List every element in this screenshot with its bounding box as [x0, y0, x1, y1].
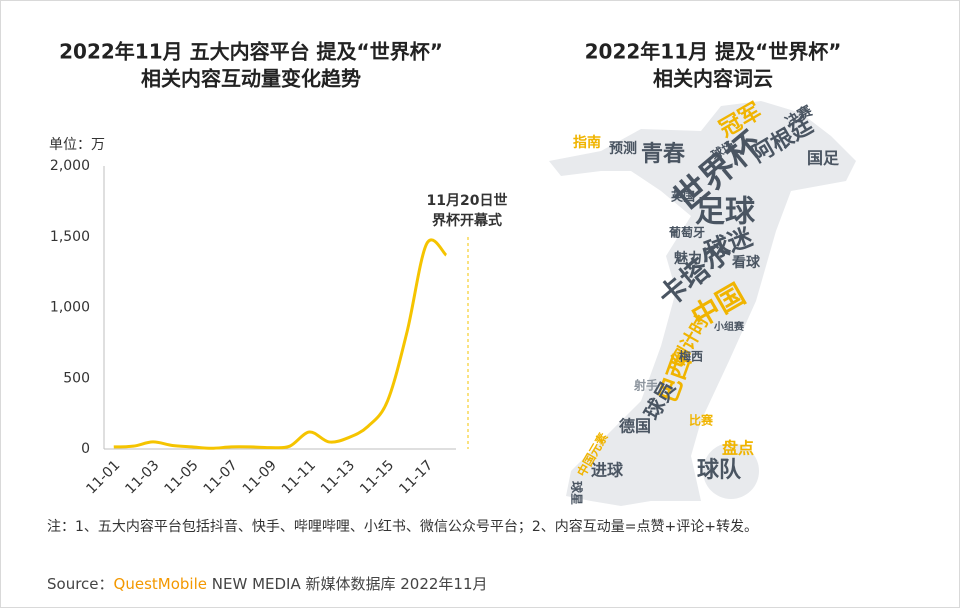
word: 球星 [570, 481, 585, 505]
word: 射手 [633, 378, 658, 393]
annotation: 11月20日世 [427, 192, 508, 209]
ball [703, 443, 759, 499]
word: 看球 [731, 254, 761, 271]
x-tick-label: 11-17 [396, 457, 436, 497]
word: 德国 [619, 417, 651, 436]
note: 注：1、五大内容平台包括抖音、快手、哔哩哔哩、小红书、微信公众号平台；2、内容互… [47, 519, 759, 535]
chart-title: 2022年11月 五大内容平台 提及“世界杯” [59, 40, 443, 64]
y-tick-label: 500 [63, 370, 90, 386]
x-tick-label: 11-11 [279, 457, 319, 497]
y-tick-label: 0 [81, 441, 90, 457]
word: 盘点 [722, 439, 754, 458]
unit-label: 单位：万 [49, 137, 105, 153]
word: 葡萄牙 [668, 225, 705, 240]
chart-title: 2022年11月 提及“世界杯” [585, 40, 842, 64]
x-tick-label: 11-09 [240, 457, 280, 497]
word: 比赛 [689, 413, 714, 428]
chart-title: 相关内容互动量变化趋势 [141, 67, 361, 91]
x-tick-label: 11-05 [162, 457, 202, 497]
x-tick-label: 11-15 [357, 457, 397, 497]
y-tick-label: 1,000 [50, 300, 90, 316]
word: 青春 [641, 142, 685, 167]
x-tick-label: 11-01 [83, 457, 123, 497]
x-tick-label: 11-07 [201, 457, 241, 497]
word: 梅西 [679, 349, 703, 364]
source: Source：QuestMobile NEW MEDIA 新媒体数据库 2022… [47, 573, 488, 594]
word: 球队 [697, 458, 742, 483]
word: 指南 [573, 134, 601, 151]
x-tick-label: 11-13 [318, 457, 358, 497]
word: 进球 [591, 461, 624, 480]
chart-title: 相关内容词云 [653, 67, 773, 91]
source-label: Source： [47, 575, 114, 593]
word: 英国 [671, 189, 695, 204]
word: 预测 [609, 140, 637, 157]
word: 国足 [807, 149, 840, 168]
word: 魅力 [674, 250, 702, 267]
y-tick-label: 2,000 [50, 158, 90, 174]
source-text: NEW MEDIA 新媒体数据库 2022年11月 [211, 575, 488, 593]
silhouette [549, 101, 856, 506]
y-tick-label: 1,500 [50, 229, 90, 245]
source-brand: QuestMobile [113, 575, 207, 593]
word: 小组赛 [713, 320, 745, 333]
line [113, 238, 448, 450]
word: 足球 [695, 195, 756, 230]
x-tick-label: 11-03 [122, 457, 162, 497]
annotation: 界杯开幕式 [432, 212, 502, 229]
